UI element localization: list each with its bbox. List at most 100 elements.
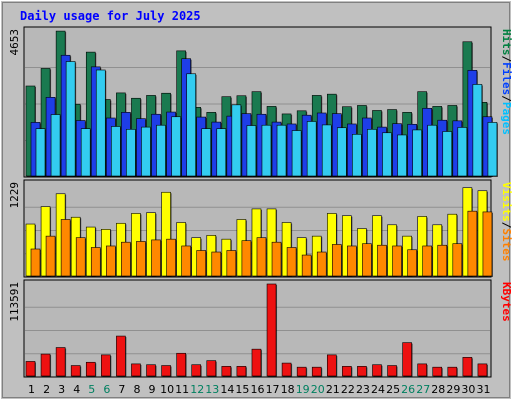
panel-kbytes: 113591 KBytes [8, 279, 512, 378]
bar-sites-day-7 [121, 241, 131, 277]
bar-kbytes-day-29 [447, 366, 458, 377]
bar-kbytes-day-18 [281, 362, 292, 377]
bar-pages-day-22 [352, 134, 362, 177]
bar-pages-day-9 [156, 124, 166, 177]
day-label-12: 12 [190, 383, 204, 396]
bar-kbytes-day-19 [296, 366, 307, 377]
bar-sites-day-29 [452, 243, 463, 277]
bar-kbytes-day-11 [176, 352, 186, 377]
day-label-6: 6 [103, 383, 110, 396]
chart-title: Daily usage for July 2025 [20, 9, 201, 23]
bar-sites-day-30 [467, 210, 478, 277]
bar-kbytes-day-14 [221, 366, 232, 377]
day-label-8: 8 [133, 383, 140, 396]
chart-panels: 4653 Hits/Files/Pages 1229 Visits/Sites 1135… [8, 26, 512, 378]
bar-sites-day-8 [136, 241, 146, 277]
bar-kbytes-day-5 [85, 361, 96, 377]
bar-kbytes-day-16 [251, 348, 262, 377]
day-label-10: 10 [160, 383, 174, 396]
bar-sites-day-26 [407, 249, 417, 277]
bar-pages-day-28 [442, 131, 453, 177]
bar-sites-day-11 [181, 245, 191, 277]
bar-kbytes-day-26 [402, 342, 412, 377]
bar-pages-day-15 [246, 125, 257, 177]
legend-right: Visits/Sites [500, 182, 512, 262]
bar-sites-day-25 [392, 245, 402, 277]
bar-pages-day-30 [472, 84, 483, 177]
panel-visits-sites: 1229 Visits/Sites [8, 179, 512, 278]
bar-sites-day-19 [301, 254, 312, 277]
day-label-25: 25 [386, 383, 400, 396]
bar-sites-day-16 [256, 237, 267, 277]
legend-right: Hits/Files/Pages [500, 29, 512, 135]
legend-separator: / [500, 222, 512, 229]
bar-sites-day-13 [211, 251, 222, 277]
y-max-label: 4653 [8, 29, 21, 56]
day-label-9: 9 [149, 383, 156, 396]
bar-pages-day-5 [95, 69, 106, 177]
day-label-4: 4 [73, 383, 80, 396]
bar-pages-day-7 [126, 129, 136, 177]
day-label-30: 30 [461, 383, 475, 396]
bar-pages-day-16 [261, 124, 272, 177]
legend-hits: Hits [500, 29, 512, 56]
bar-pages-day-13 [216, 128, 227, 177]
legend-right: KBytes [500, 282, 512, 322]
y-max-label: 1229 [8, 182, 21, 209]
day-label-18: 18 [281, 383, 295, 396]
bar-sites-day-27 [422, 245, 432, 277]
day-labels: 1 2 3 4 5 6 7 8 9 10 11 12 13 14 15 16 17 18 19 20 21 22 23 24 2… [28, 383, 490, 396]
bar-sites-day-4 [75, 237, 86, 277]
bar-sites-day-18 [286, 247, 297, 277]
bar-pages-day-3 [65, 61, 76, 177]
day-label-20: 20 [311, 383, 325, 396]
day-label-7: 7 [118, 383, 125, 396]
bar-pages-day-26 [412, 129, 422, 177]
bar-kbytes-day-15 [236, 366, 247, 377]
bar-kbytes-day-6 [101, 354, 111, 377]
day-label-13: 13 [205, 383, 219, 396]
bar-pages-day-1 [35, 128, 46, 177]
bar-sites-day-5 [90, 247, 101, 277]
legend-visits: Visits [500, 182, 512, 222]
bar-pages-day-25 [397, 134, 407, 177]
day-label-24: 24 [371, 383, 385, 396]
bar-kbytes-day-27 [417, 363, 427, 377]
bar-sites-day-1 [30, 248, 41, 277]
bar-kbytes-day-23 [357, 366, 367, 377]
bar-kbytes-day-2 [40, 353, 51, 377]
day-label-31: 31 [476, 383, 490, 396]
bar-sites-day-10 [166, 238, 176, 277]
day-label-19: 19 [296, 383, 310, 396]
bar-pages-day-27 [427, 124, 437, 177]
bar-sites-day-2 [45, 235, 56, 277]
bar-pages-day-18 [291, 130, 302, 177]
bar-pages-day-4 [80, 128, 91, 177]
bar-pages-day-12 [201, 128, 212, 177]
bar-sites-day-15 [241, 240, 252, 277]
bar-pages-day-14 [231, 104, 242, 177]
bar-sites-day-17 [271, 241, 282, 277]
day-label-14: 14 [220, 383, 234, 396]
bar-sites-day-28 [437, 244, 448, 277]
day-label-21: 21 [326, 383, 340, 396]
bar-pages-day-29 [457, 127, 468, 177]
bar-sites-day-9 [151, 239, 161, 277]
day-label-27: 27 [416, 383, 430, 396]
bar-kbytes-day-1 [25, 361, 36, 377]
day-label-22: 22 [341, 383, 355, 396]
bar-pages-day-8 [141, 126, 151, 177]
bar-kbytes-day-4 [70, 365, 81, 377]
bar-kbytes-day-8 [131, 363, 141, 377]
bar-pages-day-31 [487, 122, 498, 177]
bar-kbytes-day-22 [342, 366, 352, 377]
bar-sites-day-3 [60, 219, 71, 277]
bar-sites-day-12 [196, 250, 207, 277]
bar-pages-day-2 [50, 114, 61, 177]
bar-kbytes-day-21 [326, 354, 337, 377]
bar-pages-day-19 [306, 121, 317, 177]
day-label-3: 3 [58, 383, 65, 396]
bar-sites-day-6 [106, 245, 116, 277]
legend-kbytes: KBytes [500, 282, 512, 322]
bar-kbytes-day-9 [146, 364, 156, 377]
